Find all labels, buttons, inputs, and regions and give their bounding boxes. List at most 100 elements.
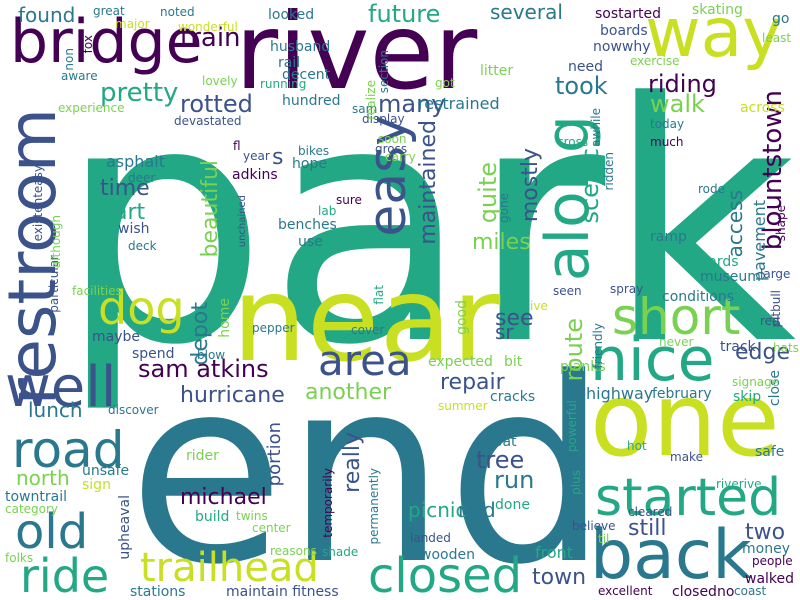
word-friendly: friendly	[591, 323, 605, 369]
word-sostarted: sostarted	[595, 6, 661, 22]
word-hats: hats	[773, 341, 799, 355]
word-two: two	[745, 520, 786, 545]
word-scenic: scenic	[576, 148, 604, 224]
word-mostly: mostly	[518, 148, 543, 223]
word-decent: decent	[282, 67, 331, 83]
word-deck: deck	[128, 239, 157, 253]
word-pepper: pepper	[252, 321, 295, 335]
word-boards: boards	[600, 23, 648, 39]
word-unchained: unchained	[237, 195, 248, 248]
word-cracks: cracks	[490, 389, 536, 405]
word-well: well	[5, 355, 117, 420]
word-shade: shade	[322, 545, 359, 559]
word-sure: sure	[336, 193, 362, 207]
word-skip: skip	[733, 389, 762, 405]
word-restrained: restrained	[418, 94, 500, 113]
word-conditions: conditions	[662, 289, 735, 305]
word-flat: flat	[372, 285, 386, 305]
word-area: area	[318, 336, 412, 385]
word-access: access	[723, 190, 747, 258]
word-maybe: maybe	[92, 329, 141, 345]
word-michael: michael	[180, 485, 267, 510]
word-awhile: awhile	[589, 108, 603, 147]
word-wish: wish	[118, 221, 150, 237]
word-powerful: powerful	[565, 400, 579, 453]
word-much: much	[650, 135, 684, 149]
word-ridden: ridden	[602, 152, 616, 191]
word-good: good	[454, 300, 470, 335]
word-home: home	[217, 298, 233, 338]
word-discover: discover	[108, 403, 159, 417]
word-s: s	[272, 145, 284, 170]
word-today: today	[650, 117, 685, 131]
word-devastated: devastated	[174, 114, 242, 128]
word-north: north	[16, 466, 70, 490]
word-one: one	[590, 361, 780, 480]
word-pretty: pretty	[100, 78, 179, 108]
word-asphalt: asphalt	[106, 152, 165, 171]
word-looked: looked	[268, 7, 315, 23]
word-category: category	[5, 502, 59, 516]
word-gross: gross	[375, 142, 408, 156]
word-landed: landed	[410, 531, 451, 545]
word-money: money	[742, 541, 790, 557]
word-see: see	[495, 306, 534, 331]
word-riverive: riverive	[716, 477, 762, 491]
word-experience: experience	[58, 101, 125, 115]
word-sam-atkins: sam atkins	[138, 355, 269, 383]
word-park: park	[58, 33, 797, 417]
word-wonderful: wonderful	[178, 20, 238, 34]
word-great: great	[93, 4, 125, 18]
word-beautiful: beautiful	[198, 160, 223, 258]
word-go: go	[772, 11, 790, 27]
word-exercise: exercise	[630, 54, 680, 68]
word-nowwhy: nowwhy	[593, 39, 651, 55]
word-believe: believe	[572, 519, 616, 533]
word-back: back	[590, 516, 752, 595]
word-hundred: hundred	[282, 93, 341, 109]
word-carry: carry	[385, 150, 416, 164]
word-realize: realize	[364, 80, 378, 120]
word-miles: miles	[472, 230, 531, 255]
word-found: found	[18, 3, 76, 27]
word-boat: boat	[485, 434, 517, 450]
word-husband: husband	[270, 39, 331, 55]
word-seen: seen	[553, 284, 582, 298]
word-highway: highway	[586, 384, 654, 403]
word-litter: litter	[480, 63, 514, 79]
word-front: front	[535, 543, 574, 562]
word-upheaval: upheaval	[117, 495, 133, 560]
word-least: least	[762, 31, 792, 45]
word-sign: sign	[82, 477, 111, 493]
word-yards: yards	[700, 254, 739, 270]
word-really: really	[340, 432, 365, 493]
word-portion: portion	[264, 422, 285, 487]
word-ive: ive	[530, 299, 548, 313]
word-run: run	[494, 466, 535, 494]
word-running: running	[260, 77, 307, 91]
word-existenteasy: existenteasy	[31, 165, 45, 242]
word-deer: deer	[128, 171, 156, 185]
word-cleared: cleared	[628, 505, 673, 519]
word-hope: hope	[292, 156, 327, 172]
word-walk: walk	[650, 90, 705, 118]
word-major: major	[115, 17, 150, 31]
word-february: february	[652, 386, 712, 402]
word-fl: fl	[233, 139, 241, 153]
word-part: part	[100, 200, 146, 225]
word-hot: hot	[627, 439, 647, 453]
word-twins: twins	[236, 509, 268, 523]
word-ramp: ramp	[650, 229, 687, 245]
word-picnic: picnic	[408, 498, 467, 522]
word-museum: museum	[700, 269, 761, 285]
word-lunch: lunch	[28, 398, 83, 422]
word-red: red	[760, 314, 780, 328]
word-year: year	[243, 149, 270, 163]
word-bikes: bikes	[298, 144, 330, 158]
word-make: make	[670, 450, 703, 464]
word-lab: lab	[318, 204, 337, 218]
word-pitbull: pitbull	[769, 290, 783, 328]
word-train: train	[180, 23, 241, 53]
word-time: time	[100, 176, 150, 201]
word-adkins: adkins	[232, 167, 278, 183]
